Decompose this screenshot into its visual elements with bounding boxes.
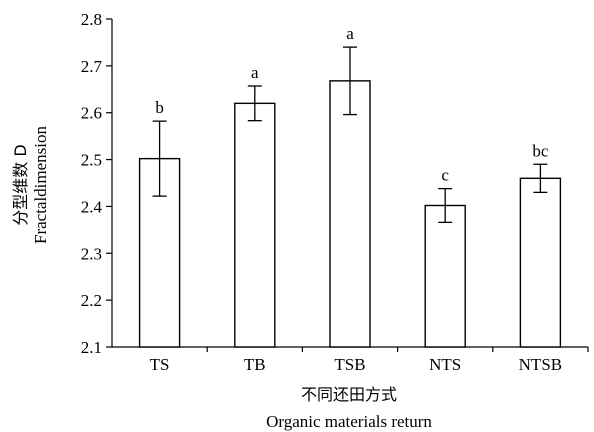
significance-label-ts: b bbox=[155, 98, 164, 117]
error-bars bbox=[152, 46, 548, 224]
error-bar-ts bbox=[152, 120, 167, 197]
x-tick-label-tb: TB bbox=[244, 355, 266, 374]
bar-ntsb bbox=[519, 177, 562, 348]
error-bar-tsb bbox=[343, 46, 357, 116]
error-bar-tb bbox=[247, 85, 262, 122]
y-tick-label: 2.8 bbox=[81, 10, 102, 29]
x-tick-label-tsb: TSB bbox=[334, 355, 365, 374]
significance-label-tb: a bbox=[251, 63, 259, 82]
x-axis: TS TB TSB NTS NTSB bbox=[112, 346, 589, 374]
significance-label-nts: c bbox=[441, 166, 449, 185]
y-axis-title: 分型维数 D bbox=[11, 144, 30, 225]
bar-tb bbox=[234, 102, 276, 348]
y-tick-label: 2.4 bbox=[81, 197, 103, 216]
x-axis-title: 不同还田方式 bbox=[301, 385, 397, 404]
x-axis-title-english: Organic materials return bbox=[266, 412, 432, 431]
y-axis-title-english: Fractaldimension bbox=[31, 125, 50, 244]
bar-tsb bbox=[329, 80, 371, 348]
bar-nts bbox=[424, 204, 466, 348]
x-tick-label-nts: NTS bbox=[429, 355, 461, 374]
y-tick-label: 2.2 bbox=[81, 291, 102, 310]
x-tick-label-ntsb: NTSB bbox=[519, 355, 562, 374]
y-tick-label: 2.5 bbox=[81, 151, 102, 170]
y-tick-label: 2.3 bbox=[81, 244, 102, 263]
y-tick-label: 2.7 bbox=[81, 57, 103, 76]
bar-labels: b a a c bc bbox=[155, 24, 549, 185]
bars bbox=[138, 80, 562, 348]
y-axis: 2.1 2.2 2.3 2.4 2.5 2.6 2.7 2.8 bbox=[81, 10, 113, 357]
error-bar-nts bbox=[438, 187, 453, 224]
x-tick-label-ts: TS bbox=[150, 355, 170, 374]
error-bar-ntsb bbox=[533, 163, 548, 194]
significance-label-tsb: a bbox=[346, 24, 354, 43]
significance-label-ntsb: bc bbox=[532, 141, 549, 160]
y-tick-label: 2.1 bbox=[81, 338, 102, 357]
y-tick-label: 2.6 bbox=[81, 104, 102, 123]
